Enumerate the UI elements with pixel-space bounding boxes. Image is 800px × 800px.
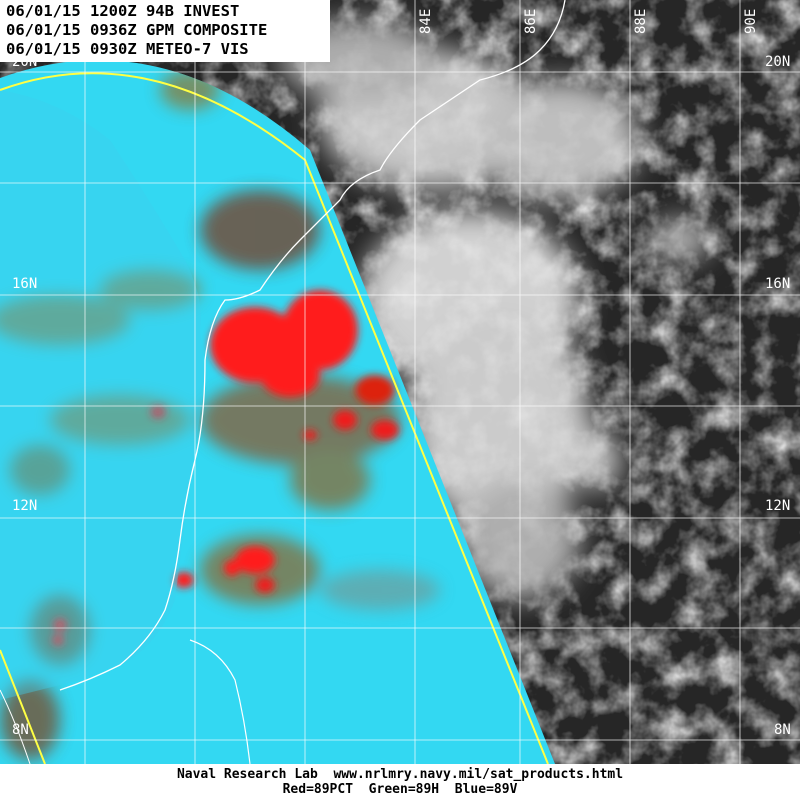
- image-header: 06/01/15 1200Z 94B INVEST 06/01/15 0936Z…: [0, 0, 330, 62]
- lat-label-12n-right: 12N: [765, 498, 791, 514]
- map-canvas: [0, 0, 800, 764]
- lon-label-88e: 88E: [633, 8, 649, 34]
- header-meteo-line: 06/01/15 0930Z METEO-7 VIS: [6, 40, 249, 58]
- satellite-map: 20N 20N 16N 16N 12N 12N 8N 8N 84E 86E 88…: [0, 0, 800, 764]
- header-gpm-line: 06/01/15 0936Z GPM COMPOSITE: [6, 21, 268, 39]
- header-storm-line: 06/01/15 1200Z 94B INVEST: [6, 2, 240, 20]
- lat-label-8n-left: 8N: [12, 722, 29, 738]
- lon-label-86e: 86E: [523, 8, 539, 34]
- lat-label-8n-right: 8N: [774, 722, 791, 738]
- lat-label-16n-left: 16N: [12, 276, 38, 292]
- lon-label-90e: 90E: [743, 8, 759, 34]
- grid: [0, 0, 800, 764]
- convection-cores: [52, 290, 399, 646]
- footer-credit: Naval Research Lab www.nrlmry.navy.mil/s…: [176, 767, 624, 782]
- image-footer: Naval Research Lab www.nrlmry.navy.mil/s…: [0, 764, 800, 800]
- swath-edge-east: [0, 72, 549, 764]
- lat-label-12n-left: 12N: [12, 498, 38, 514]
- lon-label-84e: 84E: [418, 8, 434, 34]
- footer-channels: Red=89PCT Green=89H Blue=89V: [282, 782, 518, 797]
- sri-lanka-coast: [189, 639, 251, 764]
- coastline: [59, 0, 566, 691]
- swath-edge-west: [0, 649, 46, 764]
- lat-label-16n-right: 16N: [765, 276, 791, 292]
- lat-label-20n-right: 20N: [765, 54, 791, 70]
